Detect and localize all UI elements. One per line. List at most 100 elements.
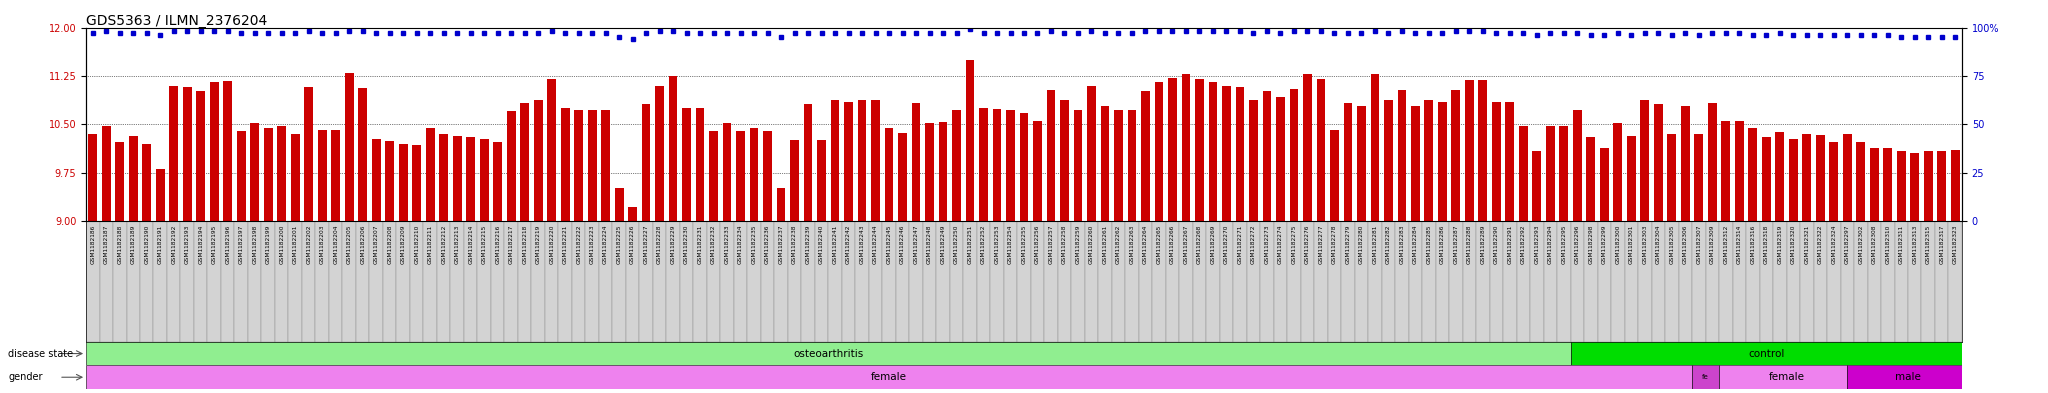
Bar [1057,221,1071,342]
Bar [1896,151,1905,221]
Text: GSM1182301: GSM1182301 [1628,225,1634,264]
Bar [1761,137,1772,221]
Bar [1303,74,1313,221]
Bar [233,221,248,342]
Bar [301,221,315,342]
Bar [1464,81,1475,221]
Bar [1571,221,1583,342]
Text: GSM1182319: GSM1182319 [1778,225,1782,264]
Text: GSM1182221: GSM1182221 [563,225,567,264]
Text: GSM1182316: GSM1182316 [1751,225,1755,264]
Bar [827,221,842,342]
Bar [1532,151,1542,221]
Bar [1098,221,1112,342]
Bar [1247,221,1260,342]
Text: GSM1182299: GSM1182299 [1602,225,1608,264]
Text: GSM1182284: GSM1182284 [1413,225,1417,264]
Bar [1018,221,1030,342]
Text: GSM1182305: GSM1182305 [1669,225,1675,264]
Bar [1706,221,1718,342]
Bar [1815,221,1827,342]
Bar [1249,100,1257,221]
Bar [1452,90,1460,221]
Text: GSM1182279: GSM1182279 [1346,225,1350,264]
Text: GSM1182254: GSM1182254 [1008,225,1014,264]
Bar [383,221,397,342]
Bar [1290,89,1298,221]
Bar [1626,136,1636,221]
Bar [289,221,301,342]
Bar [1788,139,1798,221]
Bar [1223,86,1231,221]
Text: GSM1182202: GSM1182202 [307,225,311,264]
Bar [102,126,111,221]
Bar [1597,221,1612,342]
Bar [1288,221,1300,342]
Bar [788,221,801,342]
Bar [317,130,326,221]
Text: GSM1182256: GSM1182256 [1034,225,1040,264]
Bar [356,221,369,342]
Bar [776,187,786,221]
Bar [1640,100,1649,221]
Text: GSM1182198: GSM1182198 [252,225,258,264]
Bar [1665,221,1679,342]
Text: GSM1182291: GSM1182291 [1507,225,1511,264]
Bar [1438,103,1446,221]
Bar [1020,113,1028,221]
Text: GSM1182203: GSM1182203 [319,225,326,264]
Bar [764,131,772,221]
Bar [1855,142,1866,221]
Text: GSM1182220: GSM1182220 [549,225,555,264]
Bar [264,128,272,221]
Bar [1612,221,1624,342]
Bar [1786,221,1800,342]
Bar [1421,221,1436,342]
Text: GSM1182298: GSM1182298 [1589,225,1593,264]
Text: GSM1182247: GSM1182247 [913,225,920,264]
Bar [1692,365,1718,389]
Bar [1047,90,1055,221]
Text: GSM1182276: GSM1182276 [1305,225,1311,264]
Text: osteoarthritis: osteoarthritis [793,349,864,358]
Bar [1518,221,1530,342]
Text: GSM1182285: GSM1182285 [1425,225,1432,264]
Text: GSM1182241: GSM1182241 [834,225,838,264]
Bar [170,86,178,221]
Bar [426,128,434,221]
Text: GSM1182283: GSM1182283 [1399,225,1405,264]
Text: GSM1182225: GSM1182225 [616,225,623,264]
Bar [1329,130,1339,221]
Bar [156,169,164,221]
Text: GSM1182190: GSM1182190 [143,225,150,264]
Bar [991,221,1004,342]
Bar [129,136,137,221]
Bar [979,108,987,221]
Text: GSM1182238: GSM1182238 [793,225,797,264]
Text: GSM1182201: GSM1182201 [293,225,297,264]
Text: GSM1182259: GSM1182259 [1075,225,1081,264]
Bar [1327,221,1341,342]
Bar [1827,221,1841,342]
Bar [883,221,895,342]
Text: GSM1182313: GSM1182313 [1913,225,1917,264]
Bar [1004,221,1018,342]
Bar [1735,121,1743,221]
Bar [723,123,731,221]
Text: GSM1182309: GSM1182309 [1710,225,1714,264]
Bar [1747,221,1759,342]
Bar [1358,106,1366,221]
Text: GSM1182282: GSM1182282 [1386,225,1391,264]
Text: GSM1182268: GSM1182268 [1196,225,1202,264]
Bar [1546,126,1554,221]
Text: GSM1182278: GSM1182278 [1331,225,1337,264]
Bar [1139,221,1153,342]
Text: GSM1182199: GSM1182199 [266,225,270,264]
Bar [670,76,678,221]
Bar [868,221,883,342]
Text: GSM1182204: GSM1182204 [334,225,338,264]
Bar [1343,103,1352,221]
Text: GSM1182267: GSM1182267 [1184,225,1188,264]
Bar [1614,123,1622,221]
Bar [1479,80,1487,221]
